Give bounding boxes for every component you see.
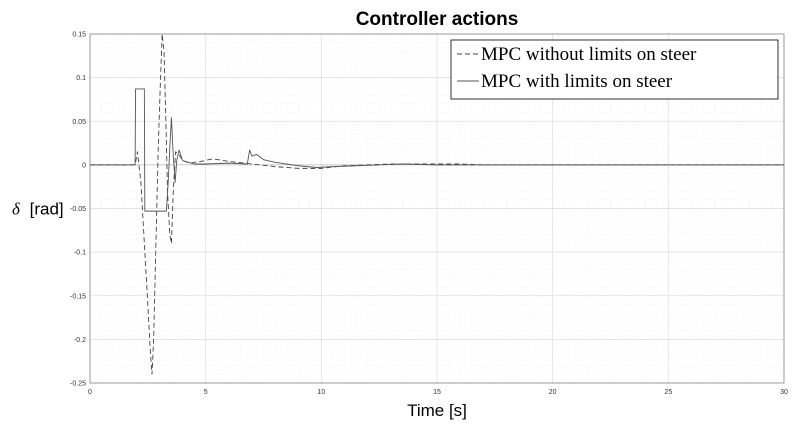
x-tick-label: 0 xyxy=(88,389,92,396)
series-line-with-limits xyxy=(90,88,784,212)
x-tick-label: 5 xyxy=(204,389,208,396)
chart-title: Controller actions xyxy=(356,9,519,30)
y-axis-unit: [rad] xyxy=(30,200,64,219)
y-tick-label: -0.05 xyxy=(70,206,86,213)
y-tick-label: -0.25 xyxy=(70,381,86,388)
legend-box xyxy=(450,39,779,100)
y-tick-label: 0 xyxy=(82,162,86,169)
x-tick-label: 30 xyxy=(780,389,788,396)
legend: MPC without limits on steer MPC with lim… xyxy=(450,39,779,100)
y-tick-label: 0.1 xyxy=(76,75,86,82)
y-tick-label: 0.15 xyxy=(72,32,86,39)
y-axis-label: δ [rad] xyxy=(12,200,64,219)
series-line-without-limits xyxy=(90,33,784,375)
x-tick-label: 25 xyxy=(664,389,672,396)
y-tick-label: -0.2 xyxy=(74,337,86,344)
y-axis-symbol: δ xyxy=(12,200,21,219)
x-tick-label: 10 xyxy=(317,389,325,396)
y-tick-labels: 0.15 0.1 0.05 0 -0.05 -0.1 -0.15 -0.2 -0.25 xyxy=(70,32,86,388)
x-tick-label: 15 xyxy=(433,389,441,396)
y-tick-label: 0.05 xyxy=(72,119,86,126)
plot-frame xyxy=(89,33,785,384)
x-axis-label: Time [s] xyxy=(407,401,467,420)
y-tick-label: -0.1 xyxy=(74,250,86,257)
y-tick-label: -0.15 xyxy=(70,293,86,300)
x-tick-labels: 0 5 10 15 20 25 30 xyxy=(88,389,788,396)
x-tick-label: 20 xyxy=(549,389,557,396)
series-layer xyxy=(90,33,784,375)
legend-label-without-limits: MPC without limits on steer xyxy=(481,44,697,65)
legend-label-with-limits: MPC with limits on steer xyxy=(481,71,673,92)
